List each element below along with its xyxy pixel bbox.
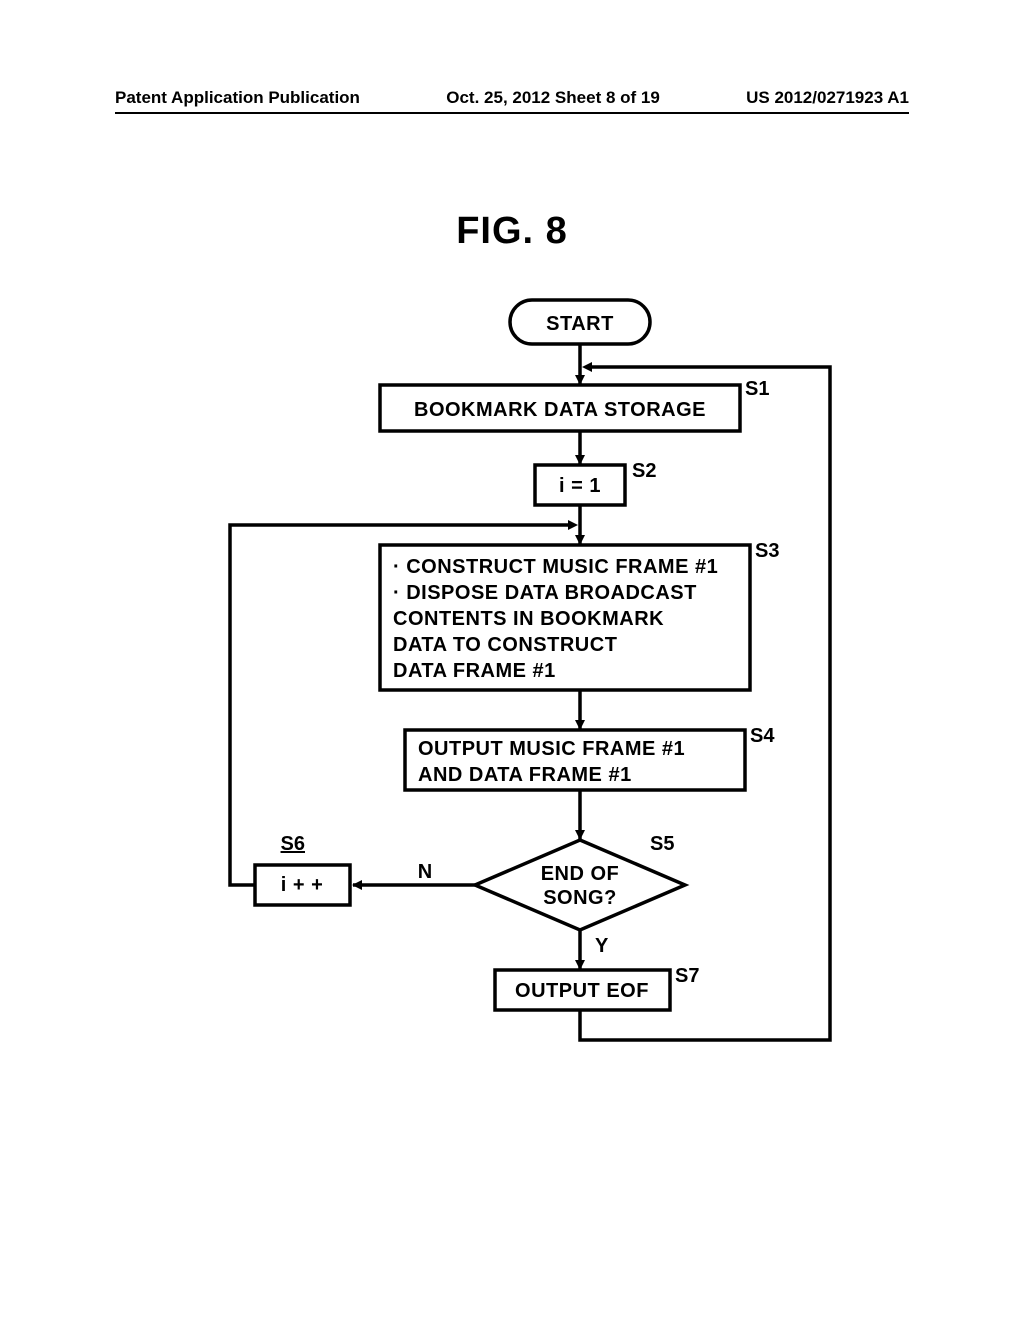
node-s7: OUTPUT EOF S7 xyxy=(495,965,699,1010)
s5-line0: END OF xyxy=(541,863,620,885)
node-s4: OUTPUT MUSIC FRAME #1 AND DATA FRAME #1 … xyxy=(405,725,775,790)
s4-label: S4 xyxy=(750,725,775,747)
s5-yes: Y xyxy=(595,935,609,957)
node-s3: · CONSTRUCT MUSIC FRAME #1 · DISPOSE DAT… xyxy=(380,540,779,690)
s5-no: N xyxy=(418,861,432,883)
s3-label: S3 xyxy=(755,540,779,562)
merge-arrow-right xyxy=(582,362,592,372)
s4-line1: AND DATA FRAME #1 xyxy=(418,764,632,786)
figure-title: FIG. 8 xyxy=(0,210,1024,253)
node-s1: BOOKMARK DATA STORAGE S1 xyxy=(380,378,769,431)
flowchart-svg: START BOOKMARK DATA STORAGE S1 i = 1 S2 … xyxy=(150,290,890,1080)
s3-line1: · DISPOSE DATA BROADCAST xyxy=(393,582,697,604)
s1-text: BOOKMARK DATA STORAGE xyxy=(414,399,706,421)
page-header: Patent Application Publication Oct. 25, … xyxy=(0,88,1024,108)
header-left: Patent Application Publication xyxy=(115,88,360,108)
s6-text: i + + xyxy=(281,874,324,896)
s3-line4: DATA FRAME #1 xyxy=(393,660,556,682)
s7-label: S7 xyxy=(675,965,699,987)
header-right: US 2012/0271923 A1 xyxy=(746,88,909,108)
s5-label: S5 xyxy=(650,833,674,855)
node-start: START xyxy=(510,300,650,344)
s1-label: S1 xyxy=(745,378,769,400)
s4-line0: OUTPUT MUSIC FRAME #1 xyxy=(418,738,685,760)
s3-line2: CONTENTS IN BOOKMARK xyxy=(393,608,664,630)
merge-arrow-left xyxy=(568,520,578,530)
s2-label: S2 xyxy=(632,460,656,482)
node-s6: i + + S6 xyxy=(255,833,350,905)
node-s5: END OF SONG? S5 xyxy=(475,833,685,930)
s5-line1: SONG? xyxy=(543,887,617,909)
node-s2: i = 1 S2 xyxy=(535,460,656,505)
s3-line0: · CONSTRUCT MUSIC FRAME #1 xyxy=(393,556,718,578)
s3-line3: DATA TO CONSTRUCT xyxy=(393,634,617,656)
s7-text: OUTPUT EOF xyxy=(515,980,649,1002)
header-center: Oct. 25, 2012 Sheet 8 of 19 xyxy=(446,88,660,108)
s6-label: S6 xyxy=(281,833,305,855)
header-rule xyxy=(115,112,909,114)
start-text: START xyxy=(546,313,614,335)
page: Patent Application Publication Oct. 25, … xyxy=(0,0,1024,1320)
s2-text: i = 1 xyxy=(559,475,601,497)
